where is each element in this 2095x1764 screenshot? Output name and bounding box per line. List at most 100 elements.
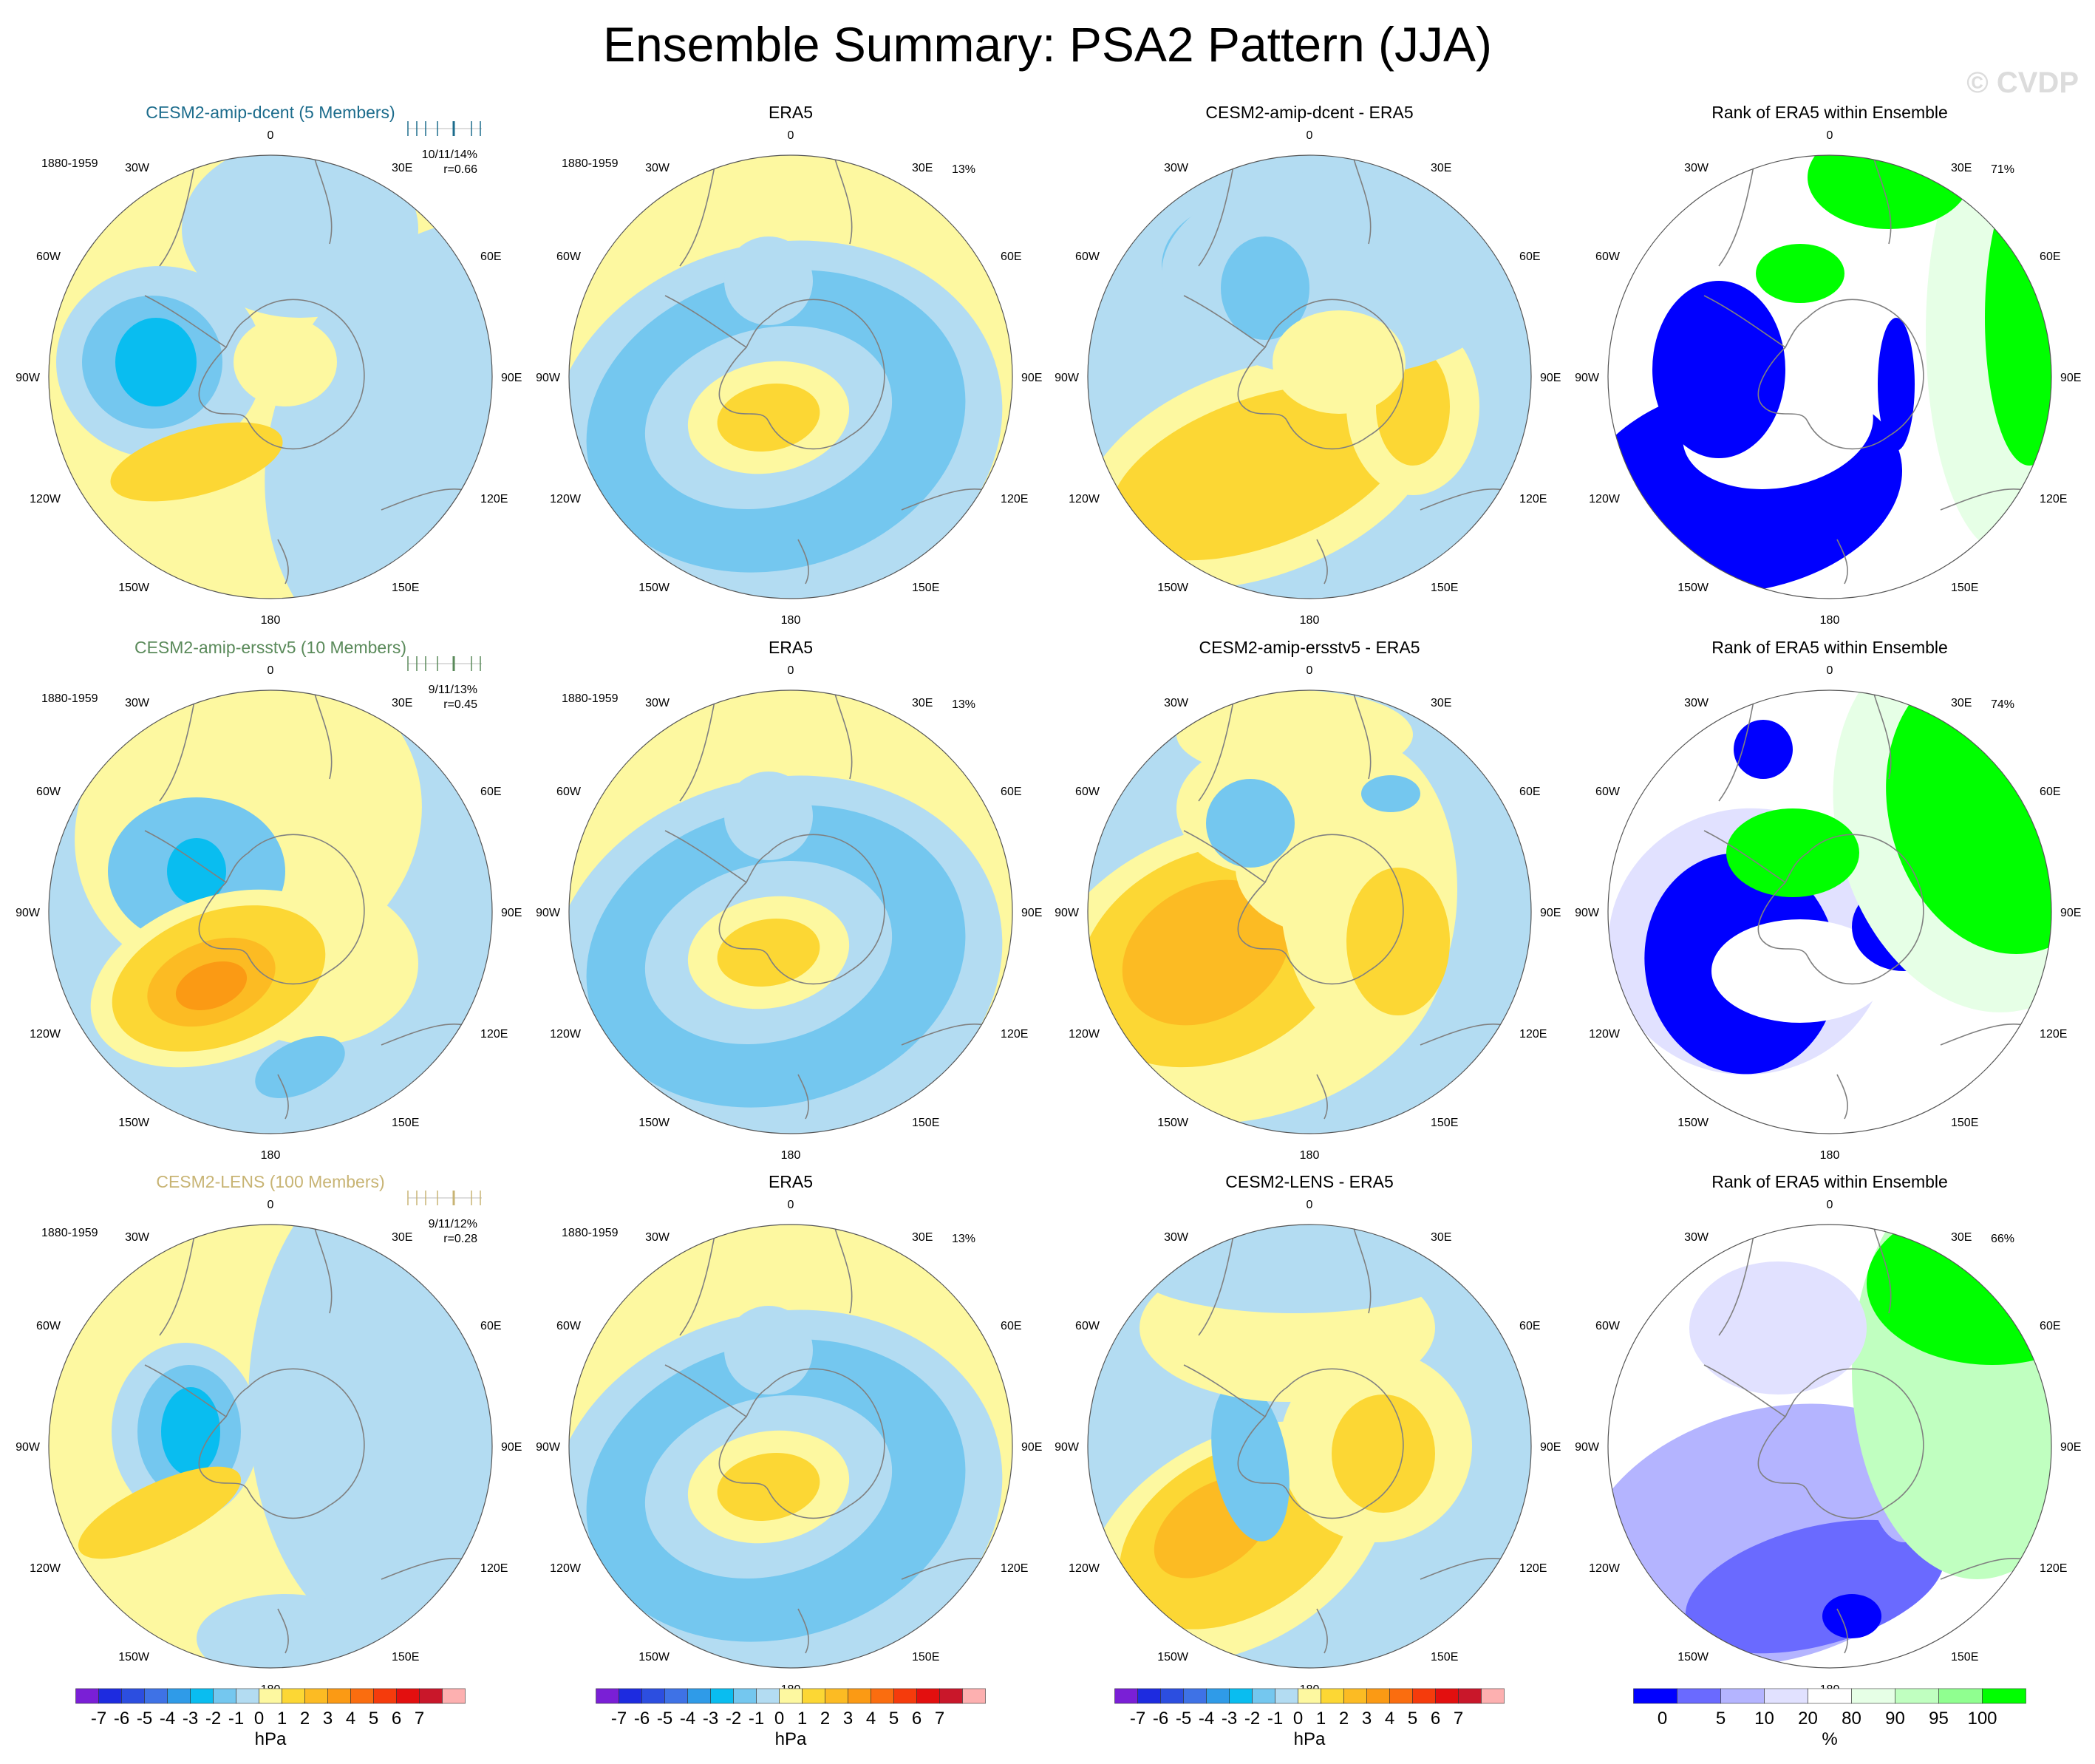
- period-label: 1880-1959: [41, 157, 98, 170]
- colorbar-tick-label: -6: [634, 1709, 650, 1729]
- colorbar-tick-label: 1: [277, 1709, 287, 1729]
- contour-fill: [167, 838, 226, 905]
- map-fill: [569, 1225, 1012, 1668]
- coastline: [1183, 1364, 1266, 1417]
- colorbar-swatch: [825, 1688, 848, 1704]
- coastline: [314, 693, 333, 780]
- lon-tick-label: 90E: [1021, 372, 1042, 384]
- lon-tick-label: 120E: [1519, 1028, 1547, 1041]
- coastline: [277, 1074, 289, 1120]
- contour-fill: [1689, 1261, 1867, 1394]
- colorbar-swatch: [396, 1688, 420, 1704]
- pattern-correlation: r=0.66: [443, 163, 477, 176]
- contour-fill: [1273, 310, 1406, 414]
- lon-tick-label: 60E: [2040, 1320, 2060, 1332]
- contour-fill: [110, 422, 283, 502]
- lon-tick-label: 0: [268, 129, 274, 142]
- lon-tick-label: 30W: [125, 697, 150, 709]
- colorbar-swatch: [1895, 1688, 1939, 1704]
- colorbar-swatch: [939, 1688, 963, 1704]
- coastline: [144, 830, 227, 883]
- colorbar-swatch: [756, 1688, 780, 1704]
- coastline: [797, 1608, 809, 1654]
- lon-tick-label: 30E: [912, 162, 933, 174]
- lon-tick-label: 180: [781, 614, 801, 627]
- lon-tick-label: 30W: [645, 697, 670, 709]
- coastline: [1353, 693, 1372, 780]
- coastline: [198, 834, 365, 985]
- colorbar-swatch: [1851, 1688, 1895, 1704]
- hpa-colorbar: -7 -6 -5 -4 -3 -2 -1 0 1 2 3 4 5 6 7 hPa: [596, 1688, 986, 1749]
- lon-tick-label: 60E: [480, 786, 501, 798]
- map-boundary: [568, 1224, 1013, 1669]
- colorbar-swatch: [190, 1688, 214, 1704]
- lon-tick-label: 60W: [36, 251, 61, 263]
- colorbar-swatch: [304, 1688, 328, 1704]
- contour-fill: [724, 1306, 813, 1394]
- lon-tick-label: 30W: [1164, 1231, 1189, 1244]
- colorbar-tick-label: 5: [1408, 1709, 1417, 1729]
- colorbar-swatch: [419, 1688, 443, 1704]
- coastline: [1836, 1608, 1848, 1654]
- rank-colorbar: 0 5 10 20 80 90 95 100%: [1633, 1688, 2026, 1749]
- lon-tick-label: 150W: [118, 1117, 150, 1129]
- lon-tick-label: 90W: [536, 372, 561, 384]
- coastline: [1183, 830, 1266, 883]
- map-boundary: [1607, 689, 2052, 1134]
- lon-tick-label: 150W: [118, 1651, 150, 1663]
- panel-grid: 0 30E 60E 90E 120E 150E 180 150W 120W 90W 60W 30W CE…: [16, 103, 2081, 1696]
- coastline: [1757, 1368, 1924, 1519]
- lon-tick-label: 90E: [501, 907, 522, 919]
- obs-panel-3: 030E60E90E120E150E180150W120W90W60W30WER…: [536, 1172, 1042, 1696]
- colorbar-swatch: [733, 1688, 757, 1704]
- pct-variance-stats: 10/11/14%: [422, 149, 477, 161]
- lon-tick-label: 60E: [1519, 1320, 1540, 1332]
- period-label: 1880-1959: [562, 692, 619, 705]
- contour-fill: [1985, 170, 2051, 466]
- model-panel-2: 0 30E 60E 90E 120E 150E 180 150W 120W 90W 60W 30W CE…: [16, 638, 522, 1162]
- contour-fill: [1109, 385, 1406, 561]
- contour-fill: [1361, 775, 1420, 812]
- panel-title: Rank of ERA5 within Ensemble: [1711, 1172, 1948, 1191]
- colorbar-swatch: [236, 1688, 259, 1704]
- colorbar-swatch: [802, 1688, 825, 1704]
- contour-fill: [1206, 779, 1295, 868]
- coastline: [797, 539, 809, 585]
- lon-tick-label: 120W: [30, 1028, 61, 1041]
- colorbar-tick-label: 10: [1754, 1709, 1774, 1729]
- lon-tick-label: 60W: [36, 786, 61, 798]
- lon-tick-label: 120E: [1519, 493, 1547, 505]
- colorbar-tick-label: 0: [254, 1709, 264, 1729]
- colorbar-swatch: [1412, 1688, 1436, 1704]
- lon-tick-label: 60E: [480, 251, 501, 263]
- colorbar-swatch: [259, 1688, 282, 1704]
- colorbar-swatch: [1183, 1688, 1207, 1704]
- lon-tick-label: 30W: [1684, 1231, 1709, 1244]
- obs-panel-2: 0 30E 60E 90E 120E 150E 180 150W 120W 90W 60W 30W ER…: [536, 638, 1042, 1162]
- colorbar-swatch: [1343, 1688, 1367, 1704]
- colorbar-tick-label: -4: [1199, 1709, 1214, 1729]
- rank-area-pct: 71%: [1991, 163, 2014, 176]
- diff-panel-1: 0 30E 60E 90E 120E 150E 180 150W 120W 90W 60W 30W CE…: [1055, 103, 1561, 627]
- lon-tick-label: 60W: [1595, 251, 1621, 263]
- coastline: [1873, 693, 1892, 780]
- panel-title: Rank of ERA5 within Ensemble: [1711, 638, 1948, 657]
- colorbar-swatch: [1275, 1688, 1298, 1704]
- colorbar-swatch: [687, 1688, 711, 1704]
- lon-tick-label: 90W: [536, 1441, 561, 1454]
- map-boundary: [1607, 1224, 2052, 1669]
- colorbar-tick-label: -1: [749, 1709, 764, 1729]
- lon-tick-label: 90E: [1540, 907, 1561, 919]
- contour-fill: [1221, 236, 1309, 340]
- coastline: [1316, 1074, 1328, 1120]
- colorbar-tick-label: 4: [1385, 1709, 1394, 1729]
- rank-panel-2: 0 30E 60E 90E 120E 150E 180 150W 120W 90W 60W 30W Ra…: [1575, 638, 2081, 1162]
- map-fill: [569, 155, 1012, 599]
- colorbar-swatch: [1114, 1688, 1138, 1704]
- contour-fill: [1122, 879, 1290, 1026]
- lon-tick-label: 60W: [1595, 1320, 1621, 1332]
- colorbar-swatch: [916, 1688, 940, 1704]
- lon-tick-label: 90W: [536, 907, 561, 919]
- contour-fill: [78, 1466, 242, 1559]
- colorbar-tick-label: 7: [415, 1709, 424, 1729]
